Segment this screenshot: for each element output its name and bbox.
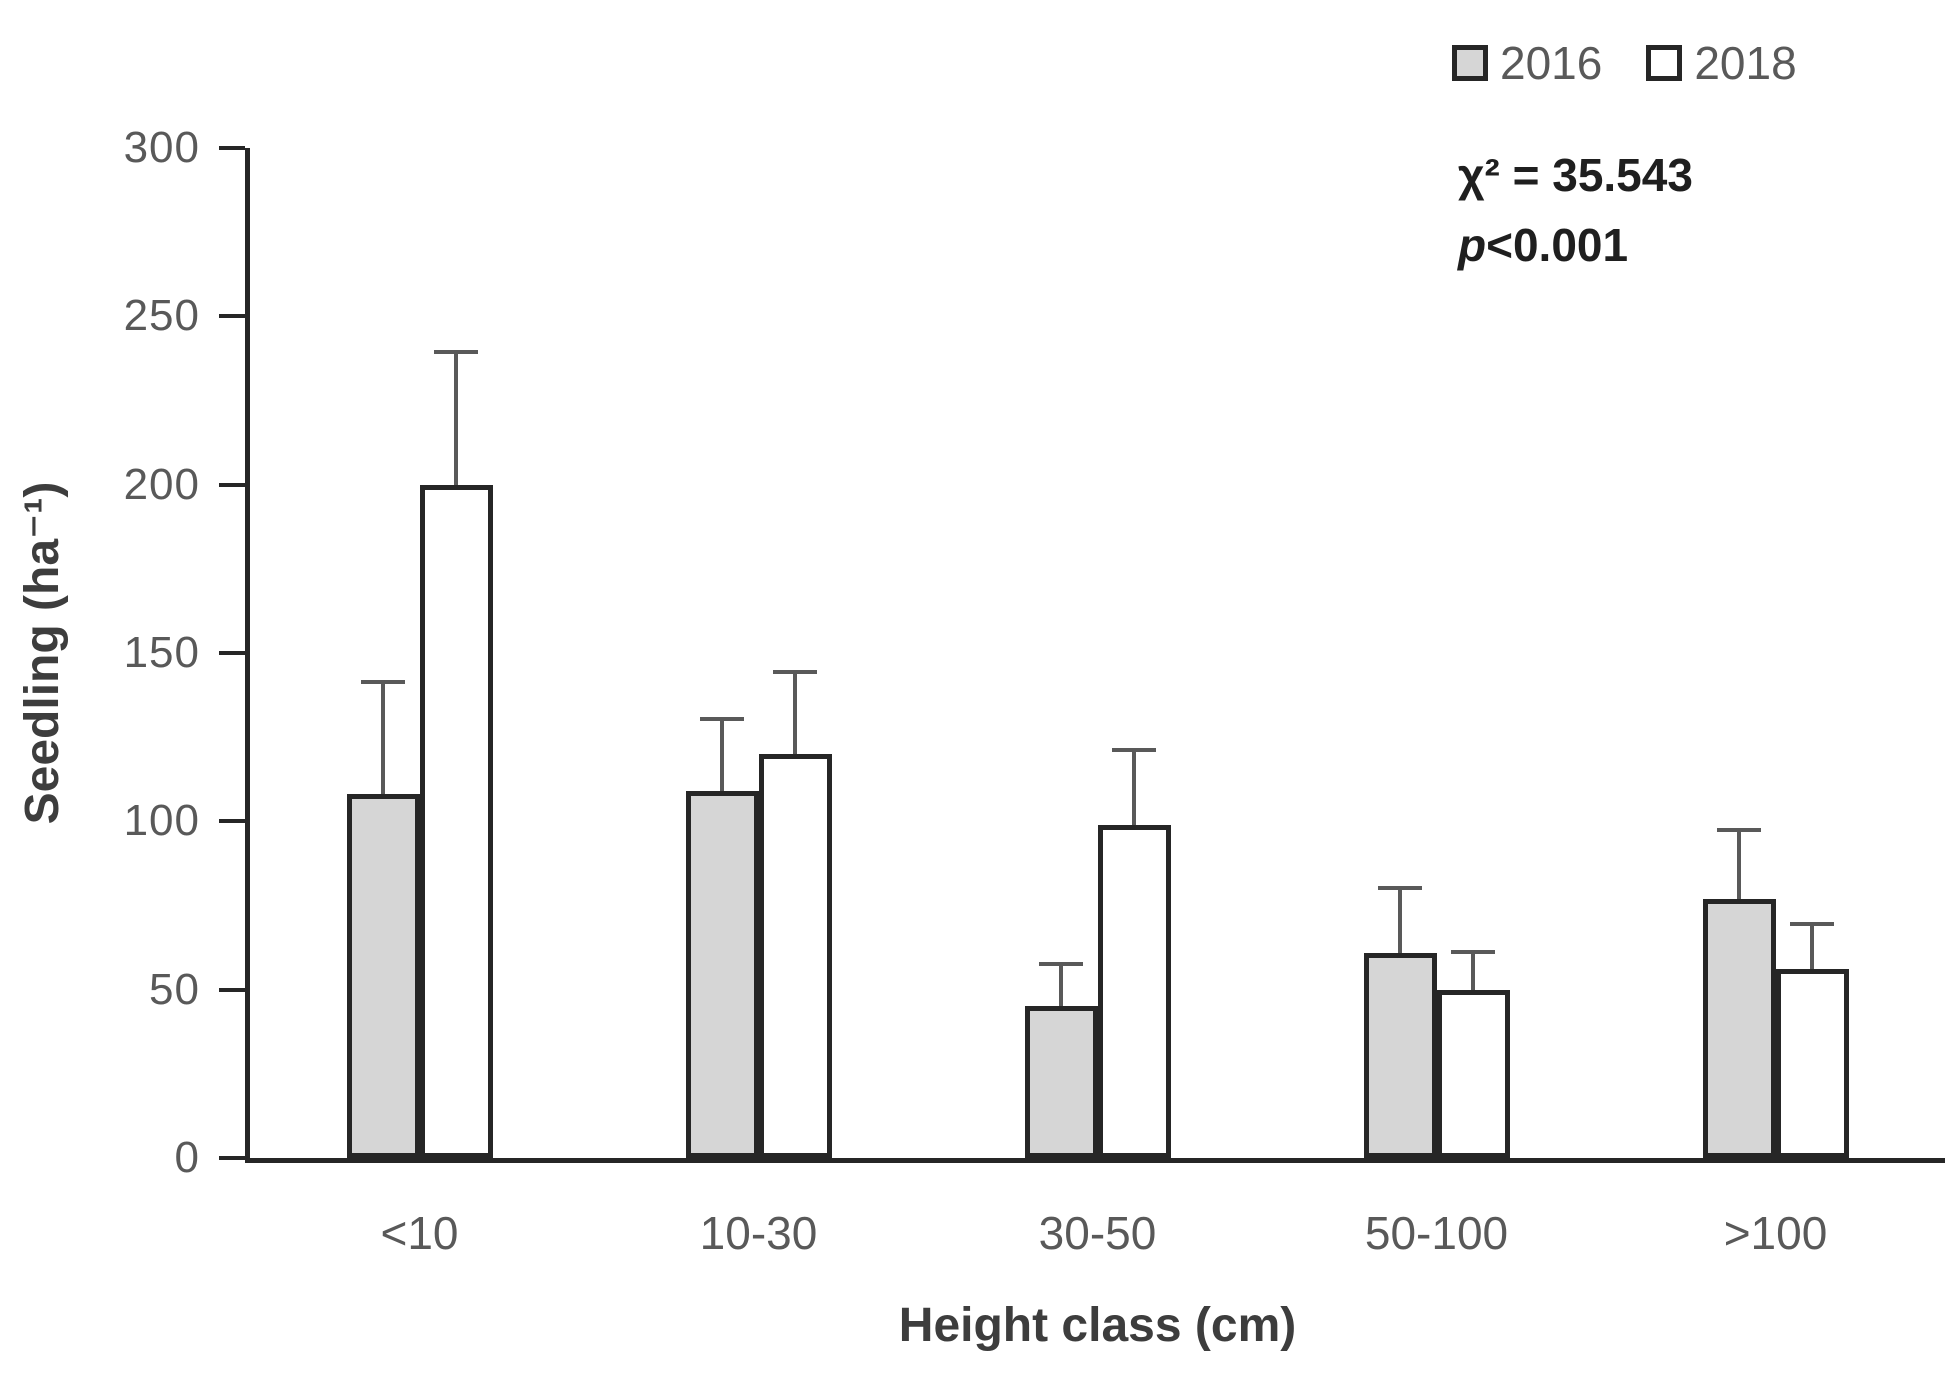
legend-marker-2016-icon [1452,45,1488,81]
stats-annotation: χ² = 35.543 p<0.001 [1458,140,1693,280]
error-bar-2016-group2 [1039,962,1083,1006]
error-bar-cap [1790,922,1834,926]
error-bar-line [1737,828,1741,899]
x-category-label-3: 50-100 [1364,1207,1509,1259]
error-bar-line [1810,922,1814,969]
bar-2018-group2 [1097,825,1171,1158]
error-bar-2016-group3 [1378,886,1422,953]
y-tick-label-300: 300 [123,123,200,172]
error-bar-line [1132,748,1136,825]
bar-2018-group0 [419,485,493,1158]
error-bar-line [1059,962,1063,1006]
error-bar-2018-group0 [434,350,478,485]
x-axis-title: Height class (cm) [898,1299,1297,1352]
legend-label-2018: 2018 [1694,37,1797,89]
y-tick-mark-200 [219,482,245,487]
y-tick-label-50: 50 [149,964,200,1014]
bar-2018-group1 [758,754,832,1158]
bar-2016-group2 [1024,1006,1098,1158]
bar-2018-group3 [1436,990,1510,1158]
x-category-label-1: 10-30 [699,1207,818,1259]
error-bar-cap [773,670,817,674]
p-value: <0.001 [1486,219,1629,271]
error-bar-line [381,680,385,794]
legend-item-2018: 2018 [1646,36,1797,90]
y-tick-label-200: 200 [123,459,200,509]
y-tick-mark-250 [219,314,245,319]
p-value-line: p<0.001 [1458,210,1693,280]
y-tick-mark-0 [219,1156,245,1160]
error-bar-cap [434,350,478,354]
x-category-label-4: >100 [1723,1207,1828,1259]
error-bar-cap [1039,962,1083,966]
error-bar-2018-group4 [1790,922,1834,969]
y-tick-mark-50 [219,987,245,992]
y-axis-title: Seedling (ha⁻¹) [16,481,69,825]
error-bar-cap [700,717,744,721]
error-bar-2016-group1 [700,717,744,791]
error-bar-line [1471,950,1475,990]
y-tick-label-150: 150 [123,628,200,677]
y-tick-mark-150 [219,651,245,655]
error-bar-cap [1451,950,1495,954]
error-bar-2016-group0 [361,680,405,794]
chi-square-line: χ² = 35.543 [1458,140,1693,210]
error-bar-cap [1378,886,1422,890]
x-category-label-2: 30-50 [1038,1207,1157,1259]
plot-area: 0 50 100 150 200 250 300 <10 10-30 30-50 50-100 >10… [124,123,1945,1352]
legend-label-2016: 2016 [1500,37,1603,89]
error-bar-2016-group4 [1717,828,1761,899]
bar-2016-group3 [1363,953,1437,1158]
x-category-label-0: <10 [380,1207,459,1259]
bar-2016-group1 [685,791,759,1158]
legend-item-2016: 2016 [1452,36,1602,90]
p-symbol: p [1458,219,1487,271]
y-tick-label-0: 0 [174,1133,200,1182]
error-bar-2018-group1 [773,670,817,754]
error-bar-2018-group2 [1112,748,1156,825]
bar-2016-group4 [1702,899,1776,1158]
bar-2018-group4 [1775,969,1849,1158]
chi-square-symbol: χ² [1458,149,1500,201]
error-bar-line [720,717,724,791]
error-bar-line [454,350,458,485]
error-bar-cap [361,680,405,684]
error-bar-cap [1112,748,1156,752]
error-bar-cap [1717,828,1761,832]
error-bar-line [793,670,797,754]
error-bar-2018-group3 [1451,950,1495,990]
legend-marker-2018-icon [1646,45,1683,81]
legend: 2016 2018 [1452,36,1797,90]
chi-square-value: = 35.543 [1499,149,1693,201]
y-tick-mark-300 [219,146,245,150]
y-tick-label-250: 250 [123,291,200,341]
bar-2016-group0 [346,794,420,1158]
y-tick-mark-100 [219,819,245,824]
error-bar-line [1398,886,1402,953]
y-tick-label-100: 100 [123,796,200,846]
